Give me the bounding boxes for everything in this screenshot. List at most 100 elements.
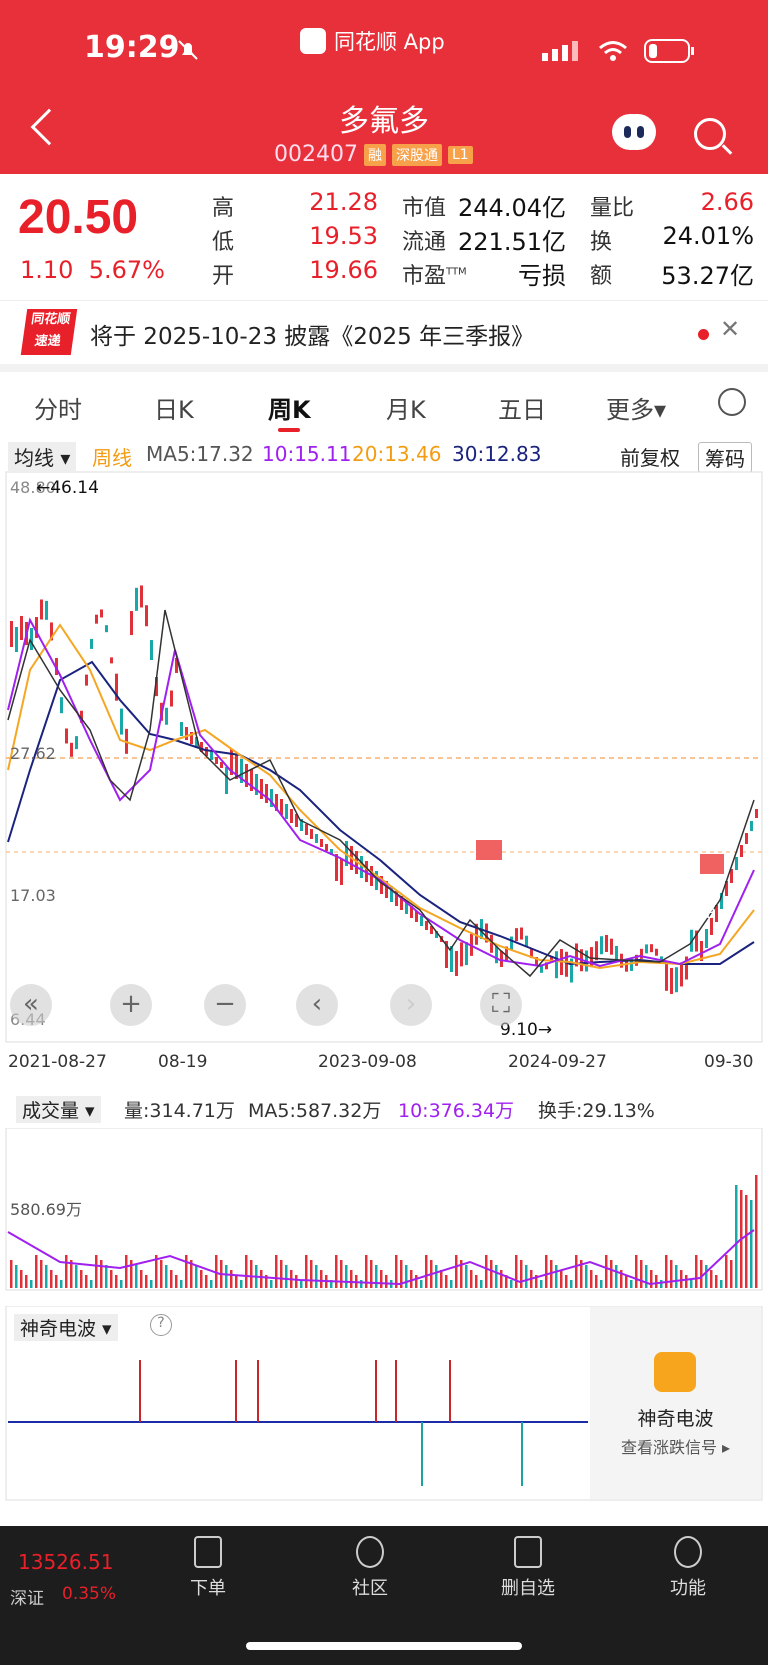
wave-promo-title[interactable]: 神奇电波 [637,1408,714,1430]
zoom-out-button[interactable]: − [204,984,246,1026]
candle [705,929,708,948]
candle [390,886,393,902]
candle [280,799,283,815]
mute-bell-icon [178,40,198,60]
candle [290,809,293,823]
candle [455,951,458,976]
help-icon[interactable]: ? [150,1314,172,1336]
volume-bar [340,1260,343,1288]
candle [90,638,93,649]
volume-bar [225,1265,228,1288]
candle [545,962,548,970]
order-button[interactable]: 下单 [158,1526,258,1600]
candle [300,819,303,831]
tab-monthly[interactable]: 月K [386,396,426,424]
candle [35,617,38,638]
wave-promo-sub[interactable]: 查看涨跌信号 ▸ [620,1438,731,1457]
pan-left-button[interactable]: ‹ [296,984,338,1026]
volume-bar [115,1275,118,1288]
tab-indicator [278,428,300,432]
tab-daily[interactable]: 日K [154,396,194,424]
volume-turnover: 换手:29.13% [538,1100,655,1122]
volume-bar [690,1280,693,1288]
candle [395,891,398,906]
volume-bar [85,1275,88,1288]
adjust-label[interactable]: 前复权 [620,446,680,470]
candle [205,747,208,756]
volume-select[interactable]: 成交量 ▾ [16,1096,101,1123]
candle [250,769,253,791]
indicator-select[interactable]: 均线 ▾ [8,442,77,471]
volume-bar [555,1265,558,1288]
chips-button[interactable]: 筹码 [698,442,752,473]
change-pct: 5.67% [88,256,165,284]
tab-weekly[interactable]: 周K [268,396,311,424]
zoom-out-all-button[interactable]: « [10,984,52,1026]
volume-bar [270,1280,273,1288]
volume-bar [410,1270,413,1288]
volume-frame [5,1128,763,1291]
volume-bar [175,1275,178,1288]
volume-bar [395,1255,398,1288]
candle [100,609,103,618]
candle [50,622,53,641]
volume-bar [375,1265,378,1288]
tag-level: L1 [447,145,473,164]
pan-right-button[interactable]: › [390,984,432,1026]
candle [735,857,738,870]
open-value: 19.66 [309,256,378,284]
candle [180,722,183,736]
volume-bar [545,1255,548,1288]
candle [555,951,558,979]
fullscreen-button[interactable]: ⛶ [480,984,522,1026]
volume-bar [505,1275,508,1288]
community-button[interactable]: 社区 [320,1526,420,1600]
index-value[interactable]: 13526.51 [18,1550,114,1574]
candle [405,901,408,914]
kline-chart[interactable] [0,470,768,1080]
volume-bar [535,1275,538,1288]
tab-five-day[interactable]: 五日 [498,396,546,424]
volume-chart [5,1128,763,1291]
volume-bar [40,1260,43,1288]
candle [170,690,173,707]
volume-y-label: 580.69万 [10,1200,82,1219]
candle [570,958,573,983]
high-label: 高 [212,196,235,221]
volume-bar [20,1270,23,1288]
volume-bar [455,1255,458,1288]
volume-bar [605,1255,608,1288]
candle [645,944,648,954]
volume-bar [440,1270,443,1288]
wave-select[interactable]: 神奇电波 ▾ [14,1314,118,1341]
tab-more[interactable]: 更多▾ [606,396,667,424]
remove-watch-button[interactable]: 删自选 [478,1526,578,1600]
volume-bar [195,1265,198,1288]
volume-bar [590,1270,593,1288]
functions-button[interactable]: 功能 [638,1526,738,1600]
tab-intraday[interactable]: 分时 [34,396,82,424]
volume-bar [710,1270,713,1288]
ma-line-30 [7,660,755,966]
assistant-robot-icon[interactable] [612,114,656,150]
volume-bar [445,1275,448,1288]
search-icon[interactable] [694,118,726,150]
community-label: 社区 [352,1578,388,1599]
zoom-in-button[interactable]: + [110,984,152,1026]
period-label: 周线 [92,446,132,470]
candle [710,917,713,935]
settings-icon[interactable] [718,388,746,416]
volume-bar [295,1275,298,1288]
volume-bar [715,1275,718,1288]
volume-bar [65,1255,68,1288]
volume-bar [635,1255,638,1288]
candle [415,911,418,922]
candle [525,935,528,947]
candle [515,928,518,942]
candle [195,737,198,748]
candle [145,605,148,627]
notice-banner[interactable]: 同花顺 速递 将于 2025-10-23 披露《2025 年三季报》 ✕ [0,300,768,364]
x-tick-1: 08-19 [158,1052,208,1072]
close-icon[interactable]: ✕ [720,315,741,343]
volume-bar [90,1280,93,1288]
